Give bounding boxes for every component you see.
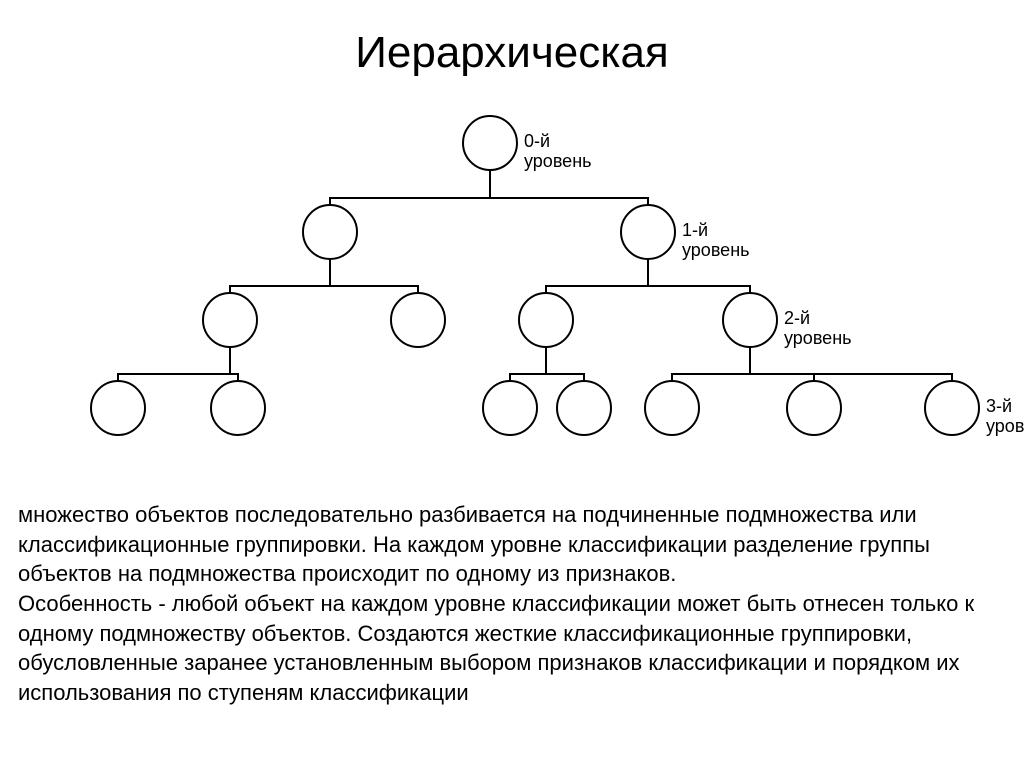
tree-node [787,381,841,435]
description-paragraph: множество объектов последовательно разби… [18,500,1006,708]
tree-node [391,293,445,347]
level-label: 1-йуровень [682,221,750,261]
tree-node [557,381,611,435]
tree-node [723,293,777,347]
hierarchy-tree [0,0,1024,500]
tree-node [519,293,573,347]
tree-node [463,116,517,170]
tree-node [925,381,979,435]
tree-node [621,205,675,259]
tree-node [483,381,537,435]
tree-node [211,381,265,435]
level-label: 3-йуровень [986,397,1024,437]
tree-node [203,293,257,347]
level-label: 0-йуровень [524,132,592,172]
tree-node [91,381,145,435]
level-label: 2-йуровень [784,309,852,349]
tree-node [645,381,699,435]
tree-node [303,205,357,259]
page: Иерархическая 0-йуровень1-йуровень2-йуро… [0,0,1024,767]
